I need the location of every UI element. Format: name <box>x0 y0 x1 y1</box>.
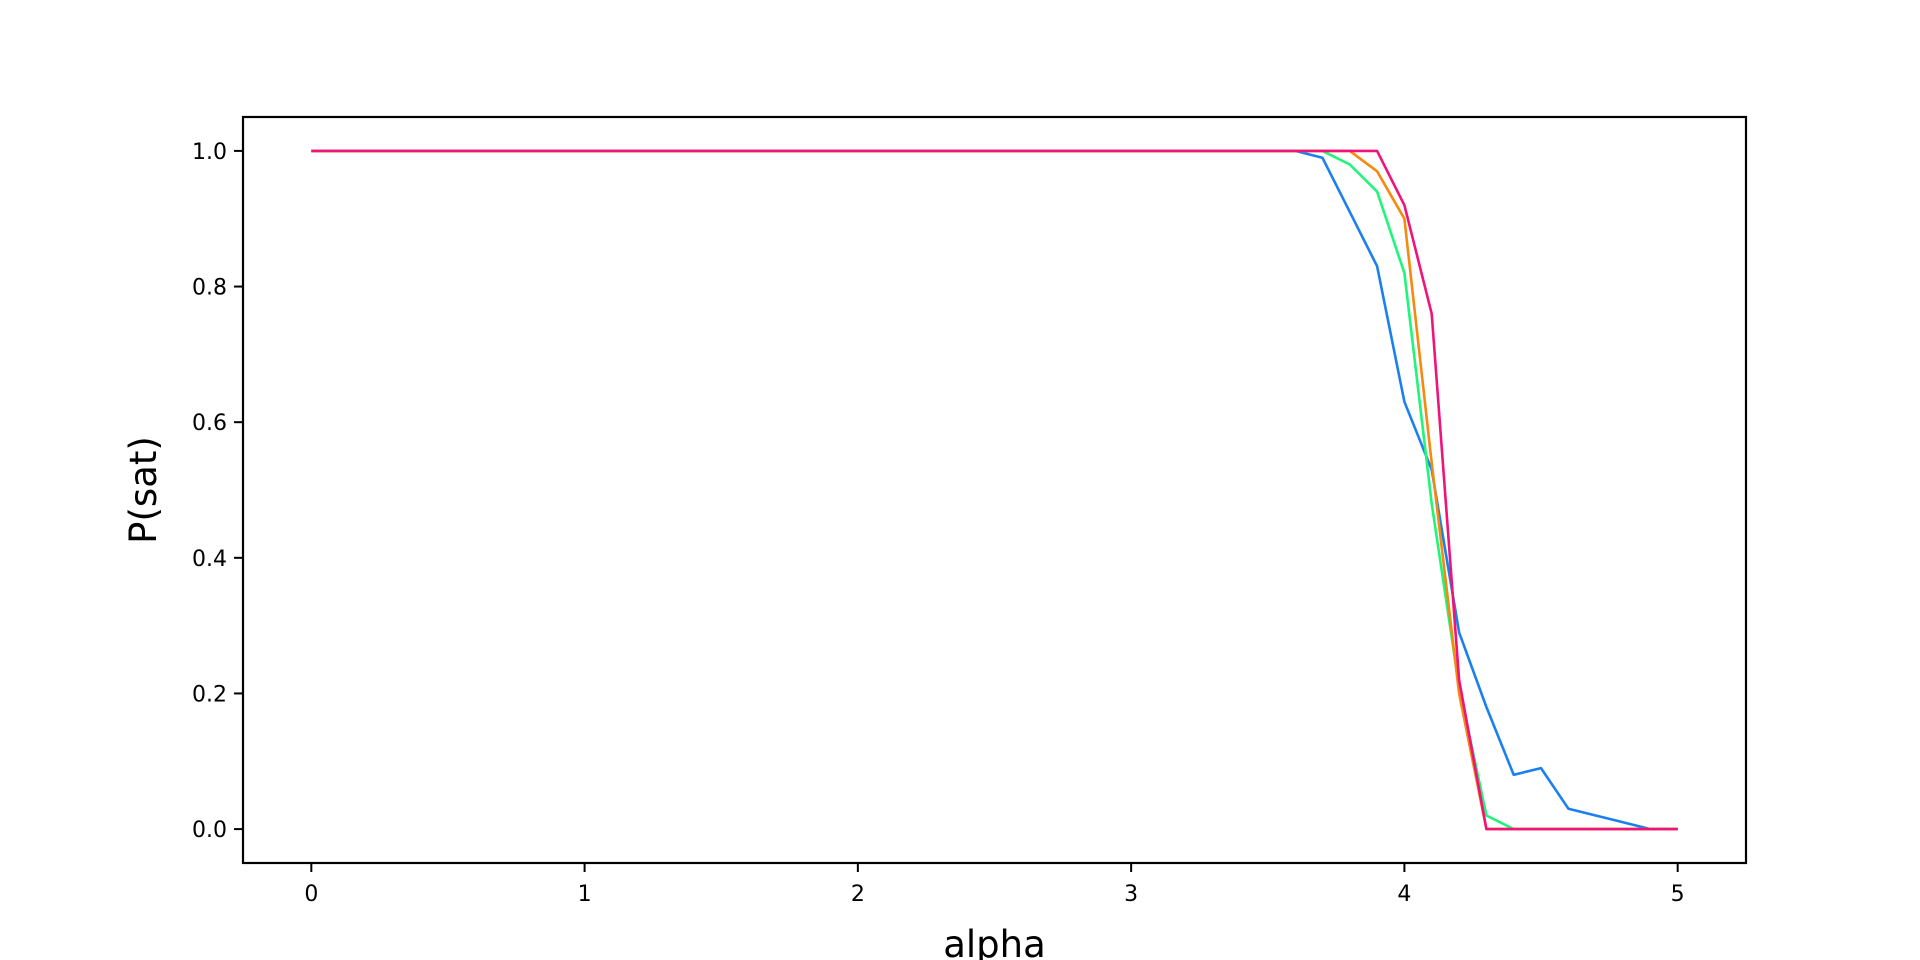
y-tick-label: 0.2 <box>192 682 227 707</box>
y-axis-label: P(sat) <box>122 436 165 544</box>
x-tick-label: 5 <box>1671 882 1685 907</box>
x-tick-label: 4 <box>1397 882 1411 907</box>
x-axis-label: alpha <box>943 923 1046 960</box>
y-tick-label: 0.0 <box>192 818 227 843</box>
x-tick-label: 3 <box>1124 882 1138 907</box>
x-axis: 0 1 2 3 4 5 <box>304 863 1685 907</box>
plot-frame <box>241 115 1748 865</box>
x-tick-label: 0 <box>304 882 318 907</box>
x-tick-label: 2 <box>851 882 865 907</box>
series-line-4 <box>311 149 1678 831</box>
plot-background <box>243 117 1746 863</box>
series-layer <box>311 149 1678 831</box>
y-tick-label: 1.0 <box>192 140 227 165</box>
y-tick-label: 0.8 <box>192 276 227 301</box>
y-tick-label: 0.4 <box>192 547 227 572</box>
y-tick-label: 0.6 <box>192 411 227 436</box>
x-tick-label: 1 <box>578 882 592 907</box>
y-axis: 0.0 0.2 0.4 0.6 0.8 1.0 <box>192 140 243 843</box>
